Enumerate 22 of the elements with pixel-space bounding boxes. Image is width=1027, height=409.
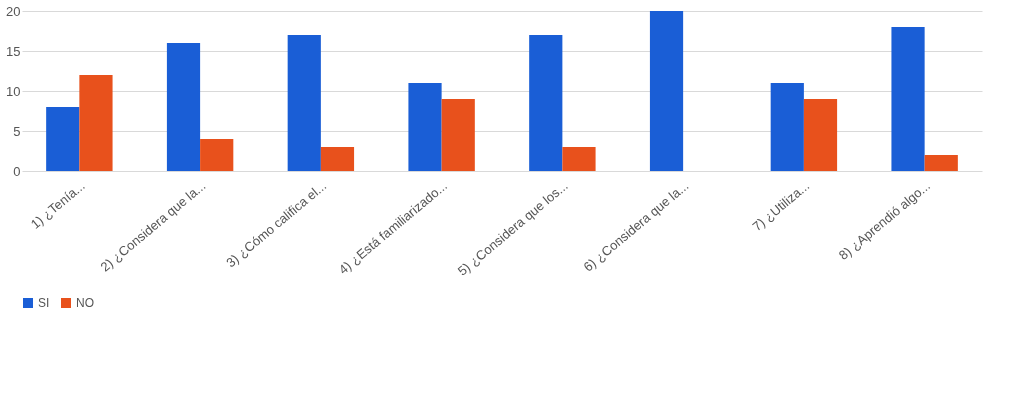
bar bbox=[408, 83, 442, 171]
bar bbox=[770, 83, 804, 171]
bar bbox=[79, 75, 113, 171]
y-tick-label: 5 bbox=[13, 123, 21, 139]
y-tick-label: 15 bbox=[6, 43, 21, 59]
bar bbox=[924, 155, 958, 171]
bar bbox=[803, 99, 838, 171]
bar bbox=[200, 139, 234, 171]
bar bbox=[649, 11, 684, 171]
bar bbox=[166, 43, 201, 171]
y-tick-label: 10 bbox=[6, 83, 21, 99]
bar bbox=[891, 27, 925, 171]
bar bbox=[441, 99, 475, 171]
bar bbox=[562, 147, 596, 171]
legend-label: NO bbox=[76, 296, 94, 310]
legend-label: SI bbox=[38, 296, 50, 310]
y-tick-label: 20 bbox=[6, 3, 21, 19]
bar bbox=[320, 147, 355, 171]
y-tick-label: 0 bbox=[13, 163, 21, 179]
bar bbox=[46, 107, 80, 171]
bar bbox=[529, 35, 563, 171]
bar bbox=[287, 35, 321, 171]
